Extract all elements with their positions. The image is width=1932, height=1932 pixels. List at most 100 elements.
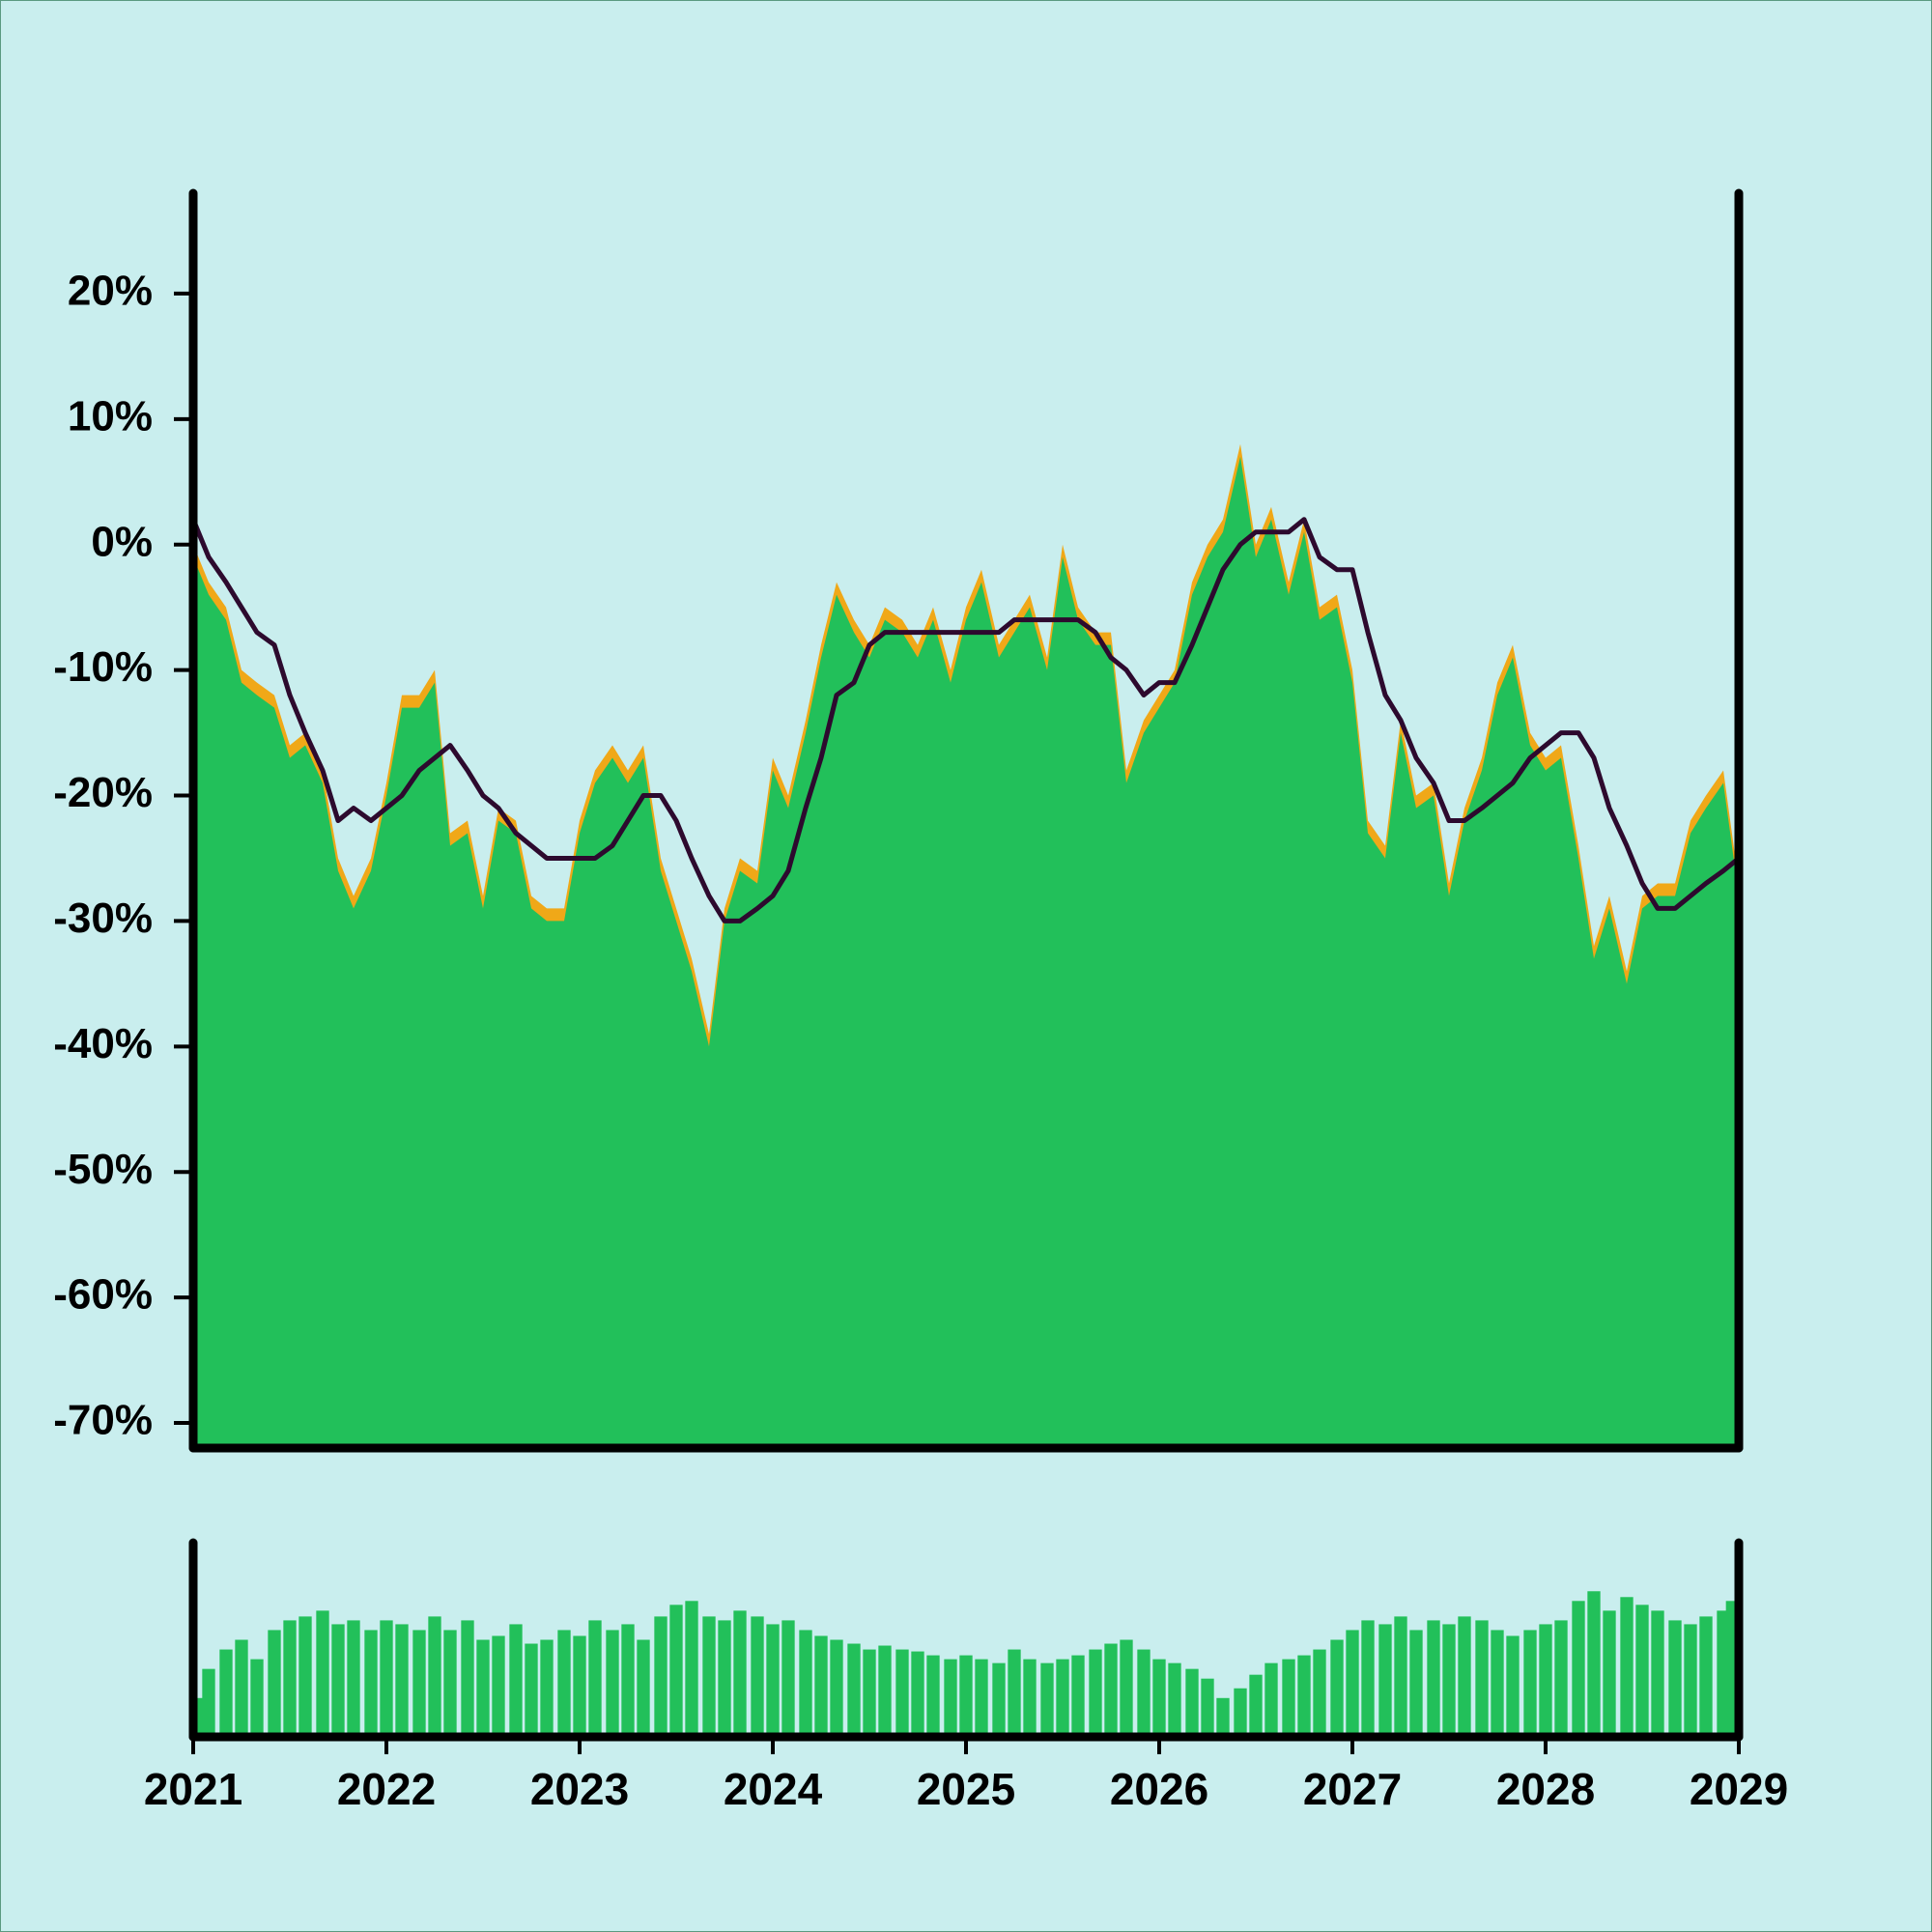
volume-panel: 2021 2022 2023 2024 2025 2026 2027 2028 2029: [144, 1538, 1788, 1814]
volume-bar: [443, 1630, 457, 1737]
y-tick-label: -10%: [53, 643, 153, 691]
volume-bar: [1668, 1620, 1682, 1737]
volume-bar: [395, 1624, 409, 1737]
volume-bar: [1635, 1605, 1649, 1737]
volume-bar: [202, 1668, 215, 1737]
volume-bar: [364, 1630, 378, 1737]
volume-bar: [992, 1662, 1006, 1737]
y-tick-label: 20%: [68, 268, 153, 315]
volume-bar: [847, 1643, 861, 1737]
volume-bar: [1346, 1630, 1359, 1737]
moving-average-line: [190, 517, 1741, 923]
volume-bar: [669, 1605, 683, 1737]
volume-bar: [476, 1639, 490, 1737]
volume-bar: [331, 1624, 345, 1737]
volume-bar: [718, 1620, 731, 1737]
volume-bar: [380, 1620, 393, 1737]
area: [193, 456, 1739, 1448]
x-tick-label: 2025: [917, 1764, 1015, 1814]
volume-bar: [751, 1616, 764, 1737]
volume-bar: [814, 1635, 828, 1737]
volume-bar: [944, 1659, 957, 1737]
volume-bar: [863, 1649, 876, 1737]
volume-bar: [1330, 1639, 1344, 1737]
volume-bar: [1297, 1655, 1311, 1737]
volume-bar: [573, 1635, 586, 1737]
y-tick-label: -30%: [53, 895, 153, 942]
x-tick-label: 2024: [724, 1764, 823, 1814]
volume-bar: [830, 1639, 843, 1737]
volume-bar: [685, 1601, 698, 1737]
volume-bar: [1458, 1616, 1471, 1737]
volume-bar: [268, 1630, 281, 1737]
volume-bar: [975, 1659, 988, 1737]
y-tick-label: -70%: [53, 1397, 153, 1444]
volume-bar: [250, 1659, 264, 1737]
volume-bar: [588, 1620, 602, 1737]
volume-bar: [1264, 1662, 1278, 1737]
volume-bar: [959, 1655, 973, 1737]
volume-bar: [766, 1624, 780, 1737]
volume-bar: [1137, 1649, 1151, 1737]
volume-bar: [509, 1624, 523, 1737]
volume-bar: [298, 1616, 312, 1737]
volume-bar: [702, 1616, 716, 1737]
y-tick-label: -50%: [53, 1146, 153, 1193]
volume-bar: [316, 1610, 329, 1737]
volume-bar: [1554, 1620, 1568, 1737]
volume-bar: [654, 1616, 668, 1737]
volume-bar: [1313, 1649, 1326, 1737]
x-tick-label: 2029: [1690, 1764, 1788, 1814]
volume-bar: [1120, 1639, 1133, 1737]
volume-bar: [1442, 1624, 1456, 1737]
volume-bar: [1056, 1659, 1069, 1737]
volume-bar: [606, 1630, 619, 1737]
volume-bar: [1699, 1616, 1713, 1737]
volume-bar: [637, 1639, 650, 1737]
price-panel: 20% 10% 0% -10% -20% -30% -40% -50% -60% -70%: [53, 188, 1744, 1453]
y-tick-label: -60%: [53, 1271, 153, 1319]
volume-bar: [1008, 1649, 1021, 1737]
volume-bar: [895, 1649, 909, 1737]
volume-bar: [1603, 1610, 1616, 1737]
volume-bar: [283, 1620, 297, 1737]
volume-bar: [347, 1620, 360, 1737]
volume-bar: [1587, 1591, 1601, 1737]
y-tick-label: -40%: [53, 1020, 153, 1067]
volume-bar: [1282, 1659, 1295, 1737]
y-tick-label: 0%: [91, 518, 153, 565]
volume-bar: [1361, 1620, 1375, 1737]
volume-bar: [428, 1616, 441, 1737]
volume-bar: [781, 1620, 795, 1737]
volume-bar: [1023, 1659, 1037, 1737]
volume-bar: [1185, 1668, 1199, 1737]
volume-bar: [540, 1639, 554, 1737]
volume-bar: [235, 1639, 248, 1737]
volume-bar: [461, 1620, 474, 1737]
x-tick-label: 2023: [530, 1764, 629, 1814]
volume-bar: [1071, 1655, 1085, 1737]
volume-bar: [1523, 1630, 1537, 1737]
x-tick-label: 2022: [337, 1764, 436, 1814]
x-tick-label: 2028: [1496, 1764, 1595, 1814]
volume-bar: [878, 1645, 892, 1737]
volume-bar: [1216, 1697, 1230, 1737]
volume-bar: [1409, 1630, 1423, 1737]
volume-bar: [926, 1655, 940, 1737]
volume-bar: [1427, 1620, 1440, 1737]
volume-bar: [1491, 1630, 1504, 1737]
volume-bar: [219, 1649, 233, 1737]
volume-bar: [1506, 1635, 1520, 1737]
volume-bar: [1651, 1610, 1664, 1737]
volume-bar: [1104, 1643, 1118, 1737]
x-tick-label: 2026: [1110, 1764, 1208, 1814]
volume-bar: [1040, 1662, 1054, 1737]
volume-bar: [1201, 1678, 1214, 1737]
volume-bar: [733, 1610, 747, 1737]
volume-bar: [1394, 1616, 1407, 1737]
volume-bar: [1378, 1624, 1392, 1737]
volume-bar: [1234, 1688, 1247, 1737]
y-tick-label: 10%: [68, 392, 153, 440]
